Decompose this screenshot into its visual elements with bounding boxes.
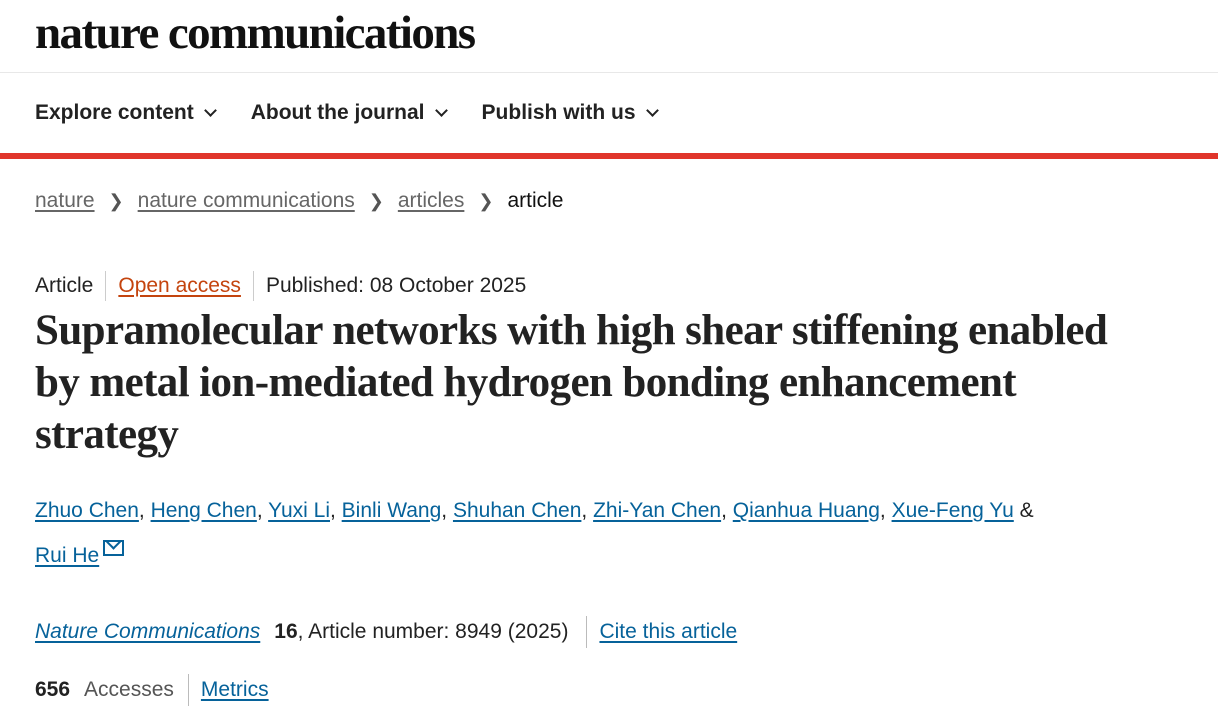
nav-label: Explore content <box>35 101 194 124</box>
author-link[interactable]: Xue-Feng Yu <box>891 499 1014 522</box>
published-date: Published: 08 October 2025 <box>265 274 527 297</box>
author-link[interactable]: Yuxi Li <box>268 499 330 522</box>
accent-bar <box>0 153 1218 159</box>
volume: 16 <box>274 620 298 643</box>
chevron-right-icon: ❯ <box>108 190 124 211</box>
nav-about-journal[interactable]: About the journal <box>250 101 448 125</box>
logo-bar: nature communications <box>0 0 1218 73</box>
article-number: , Article number: 8949 (2025) <box>297 620 569 643</box>
author-list: Zhuo Chen, Heng Chen, Yuxi Li, Binli Wan… <box>35 499 1034 567</box>
email-icon[interactable] <box>103 540 125 556</box>
chevron-down-icon <box>645 104 659 117</box>
divider <box>586 616 588 648</box>
article-meta: Article Open access Published: 08 Octobe… <box>0 271 1218 301</box>
divider <box>252 271 254 301</box>
breadcrumb-nature-communications[interactable]: nature communications <box>137 189 355 212</box>
nav-publish-with-us[interactable]: Publish with us <box>481 101 659 125</box>
metrics-link[interactable]: Metrics <box>200 678 269 701</box>
citation-line: Nature Communications 16 , Article numbe… <box>0 616 1218 648</box>
chevron-right-icon: ❯ <box>478 190 494 211</box>
author-link[interactable]: Binli Wang <box>341 499 442 522</box>
nav-label: Publish with us <box>481 101 636 124</box>
author-link[interactable]: Heng Chen <box>150 499 257 522</box>
chevron-right-icon: ❯ <box>368 190 384 211</box>
author-link[interactable]: Qianhua Huang <box>732 499 880 522</box>
open-access-link[interactable]: Open access <box>118 274 241 297</box>
breadcrumb-nature[interactable]: nature <box>35 189 95 212</box>
chevron-down-icon <box>434 104 448 117</box>
journal-link[interactable]: Nature Communications <box>35 620 261 643</box>
nav-label: About the journal <box>250 101 425 124</box>
accesses-label: Accesses <box>84 678 174 701</box>
chevron-down-icon <box>203 104 217 117</box>
main-nav: Explore content About the journal Publis… <box>0 73 1218 153</box>
accesses-count: 656 <box>35 678 71 701</box>
cite-this-article-link[interactable]: Cite this article <box>599 620 738 643</box>
metrics-line: 656 Accesses Metrics <box>0 674 1218 706</box>
article-type: Article <box>35 274 94 297</box>
article-title: Supramolecular networks with high shear … <box>35 307 1108 458</box>
divider <box>187 674 189 706</box>
author-link[interactable]: Rui He <box>35 544 100 567</box>
author-link[interactable]: Zhi-Yan Chen <box>593 499 722 522</box>
nav-explore-content[interactable]: Explore content <box>35 101 217 125</box>
journal-logo[interactable]: nature communications <box>35 7 476 59</box>
and-symbol: & <box>1019 499 1034 522</box>
divider <box>105 271 107 301</box>
breadcrumb-articles[interactable]: articles <box>397 189 465 212</box>
breadcrumb: nature ❯ nature communications ❯ article… <box>0 189 1218 213</box>
author-link[interactable]: Shuhan Chen <box>452 499 582 522</box>
author-link[interactable]: Zhuo Chen <box>35 499 139 522</box>
breadcrumb-current: article <box>507 189 564 212</box>
